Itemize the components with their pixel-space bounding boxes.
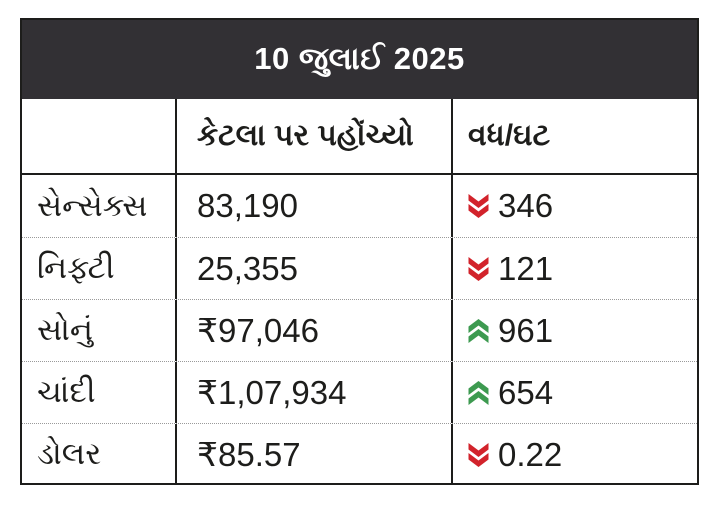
- row-label: ડોલર: [22, 424, 177, 485]
- table-row: નિફ્ટી 25,355 121: [22, 237, 697, 299]
- table-row: ડોલર ₹85.57 0.22: [22, 423, 697, 485]
- market-summary-table: 10 જુલાઈ 2025 કેટલા પર પહોંચ્યો વધ/ઘટ સે…: [20, 18, 699, 485]
- row-change-cell: 654: [453, 362, 697, 423]
- row-change-cell: 346: [453, 175, 697, 237]
- table-header-row: કેટલા પર પહોંચ્યો વધ/ઘટ: [22, 99, 697, 175]
- row-value: ₹1,07,934: [177, 362, 453, 423]
- double-chevron-down-icon: [468, 194, 489, 218]
- row-change-cell: 0.22: [453, 424, 697, 485]
- header-cell-value: કેટલા પર પહોંચ્યો: [177, 99, 453, 173]
- row-change-value: 654: [498, 373, 554, 411]
- double-chevron-up-icon: [468, 318, 489, 343]
- header-cell-change: વધ/ઘટ: [468, 119, 551, 152]
- row-label: સોનું: [22, 300, 177, 361]
- double-chevron-down-icon: [468, 442, 489, 467]
- row-label: ચાંદી: [22, 362, 177, 423]
- row-change-value: 346: [498, 187, 554, 224]
- row-value: ₹97,046: [177, 300, 453, 361]
- row-change-cell: 961: [453, 300, 697, 361]
- header-cell-item: [22, 99, 177, 173]
- row-change-value: 961: [498, 311, 554, 349]
- row-change-cell: 121: [453, 238, 697, 299]
- row-value: 83,190: [177, 175, 453, 237]
- double-chevron-down-icon: [468, 256, 489, 281]
- table-row: સેન્સેક્સ 83,190 346: [22, 175, 697, 237]
- row-change-value: 0.22: [498, 435, 563, 473]
- row-value: ₹85.57: [177, 424, 453, 485]
- row-value: 25,355: [177, 238, 453, 299]
- table-date-title: 10 જુલાઈ 2025: [254, 41, 465, 76]
- row-label: નિફ્ટી: [22, 238, 177, 299]
- table-title-bar: 10 જુલાઈ 2025: [22, 20, 697, 99]
- row-label: સેન્સેક્સ: [22, 175, 177, 237]
- double-chevron-up-icon: [468, 380, 489, 405]
- table-row: સોનું ₹97,046 961: [22, 299, 697, 361]
- row-change-value: 121: [498, 249, 554, 287]
- table-row: ચાંદી ₹1,07,934 654: [22, 361, 697, 423]
